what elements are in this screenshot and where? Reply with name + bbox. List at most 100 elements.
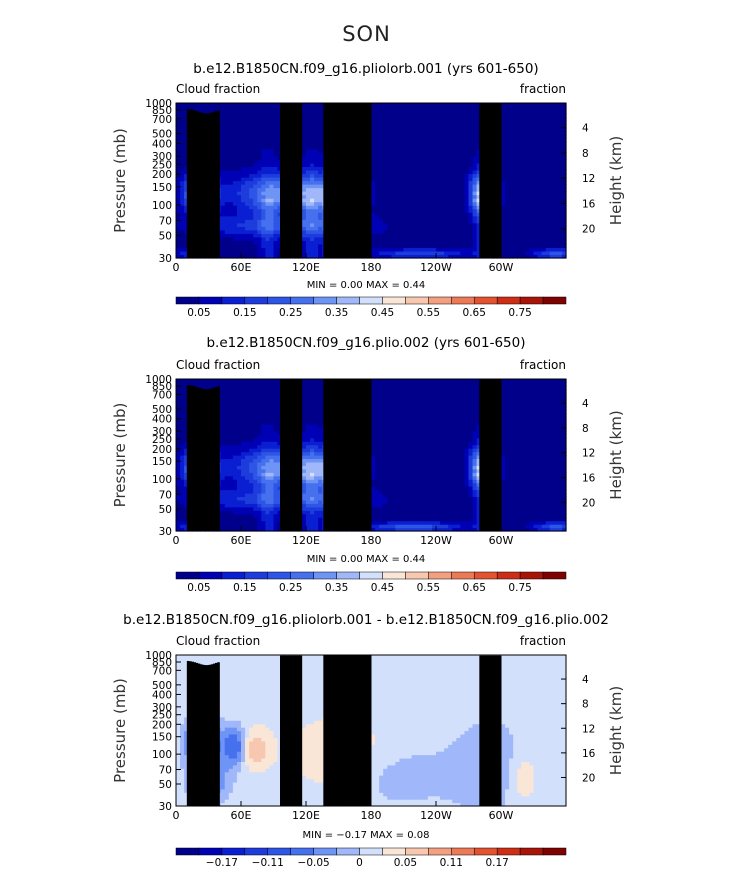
field-cell: [505, 201, 510, 206]
field-cell: [249, 120, 254, 125]
field-cell: [427, 103, 433, 108]
height-tick-label: 20: [582, 224, 595, 236]
field-cell: [525, 240, 531, 245]
field-cell: [476, 134, 482, 139]
field-cell: [505, 131, 510, 136]
terrain-block: [338, 103, 342, 258]
field-cell: [549, 131, 555, 136]
field-cell: [371, 247, 376, 252]
field-cell: [306, 117, 311, 122]
field-cell: [236, 184, 242, 189]
field-cell: [456, 103, 461, 108]
field-cell: [383, 155, 388, 160]
field-cell: [436, 208, 441, 213]
field-cell: [269, 131, 275, 136]
field-cell: [464, 145, 470, 150]
field-cell: [505, 198, 510, 203]
field-cell: [245, 169, 250, 175]
field-cell: [541, 240, 547, 245]
field-cell: [314, 145, 319, 150]
field-cell: [269, 194, 275, 199]
field-cell: [529, 215, 535, 220]
field-cell: [249, 191, 254, 196]
field-cell: [232, 506, 238, 511]
field-cell: [301, 201, 307, 206]
terrain-block: [280, 103, 283, 258]
field-cell: [517, 191, 522, 196]
min-max-stats: MIN = 0.00 MAX = 0.44: [307, 280, 426, 291]
field-cell: [232, 180, 238, 185]
field-cell: [257, 120, 262, 125]
field-cell: [241, 155, 246, 160]
field-cell: [440, 219, 445, 224]
field-cell: [265, 233, 271, 238]
field-cell: [273, 169, 279, 175]
field-cell: [521, 124, 526, 129]
field-cell: [224, 382, 230, 387]
field-cell: [444, 169, 449, 175]
field-cell: [379, 145, 384, 150]
field-cell: [521, 187, 526, 192]
field-cell: [513, 155, 518, 160]
field-cell: [220, 441, 226, 446]
field-cell: [176, 191, 181, 196]
field-cell: [277, 212, 283, 217]
field-cell: [204, 110, 210, 115]
field-cell: [505, 212, 510, 217]
field-cell: [395, 243, 401, 249]
field-cell: [533, 155, 539, 160]
field-cell: [301, 155, 307, 160]
field-cell: [180, 247, 185, 252]
field-cell: [220, 243, 226, 249]
field-cell: [224, 430, 230, 435]
field-cell: [557, 124, 563, 129]
field-cell: [456, 208, 461, 213]
field-cell: [387, 201, 392, 206]
field-cell: [533, 205, 539, 210]
field-cell: [452, 138, 457, 143]
field-cell: [419, 162, 425, 168]
field-cell: [452, 236, 457, 241]
field-cell: [236, 124, 242, 129]
field-cell: [464, 198, 470, 203]
field-cell: [525, 236, 531, 241]
field-cell: [468, 120, 474, 125]
field-cell: [318, 198, 323, 203]
field-cell: [427, 106, 433, 111]
field-cell: [472, 117, 478, 122]
field-cell: [383, 194, 388, 199]
field-cell: [228, 110, 234, 115]
field-cell: [553, 155, 559, 160]
field-cell: [431, 155, 437, 160]
field-cell: [314, 134, 319, 139]
field-cell: [525, 187, 531, 192]
field-cell: [525, 169, 531, 175]
field-cell: [557, 187, 563, 192]
field-cell: [427, 194, 433, 199]
field-cell: [501, 159, 506, 164]
field-cell: [509, 134, 514, 139]
field-cell: [220, 427, 226, 432]
field-cell: [472, 187, 478, 192]
field-cell: [521, 194, 526, 199]
field-cell: [561, 222, 567, 227]
field-cell: [549, 120, 555, 125]
field-cell: [460, 141, 466, 146]
field-cell: [228, 392, 234, 397]
field-cell: [513, 173, 518, 178]
field-cell: [464, 159, 470, 164]
field-cell: [180, 524, 185, 529]
field-cell: [184, 106, 189, 111]
field-cell: [549, 180, 555, 185]
field-cell: [306, 134, 311, 139]
terrain-block: [206, 113, 209, 258]
field-cell: [561, 131, 567, 136]
field-cell: [407, 201, 413, 206]
field-cell: [399, 148, 405, 153]
field-cell: [383, 148, 388, 153]
field-cell: [224, 385, 230, 390]
field-cell: [184, 215, 189, 220]
field-cell: [464, 127, 470, 132]
field-cell: [314, 176, 319, 182]
field-cell: [306, 131, 311, 136]
